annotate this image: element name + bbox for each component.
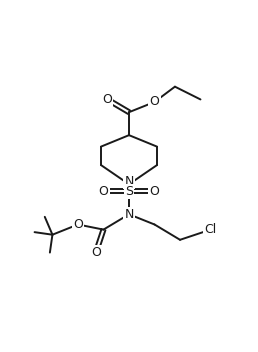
Text: O: O (150, 95, 159, 108)
Text: O: O (102, 93, 112, 106)
Text: O: O (91, 246, 101, 259)
Text: O: O (150, 185, 159, 198)
Text: N: N (124, 175, 134, 188)
Text: Cl: Cl (205, 223, 217, 236)
Text: O: O (99, 185, 108, 198)
Text: O: O (73, 218, 83, 231)
Text: N: N (124, 208, 134, 221)
Text: S: S (125, 185, 133, 198)
